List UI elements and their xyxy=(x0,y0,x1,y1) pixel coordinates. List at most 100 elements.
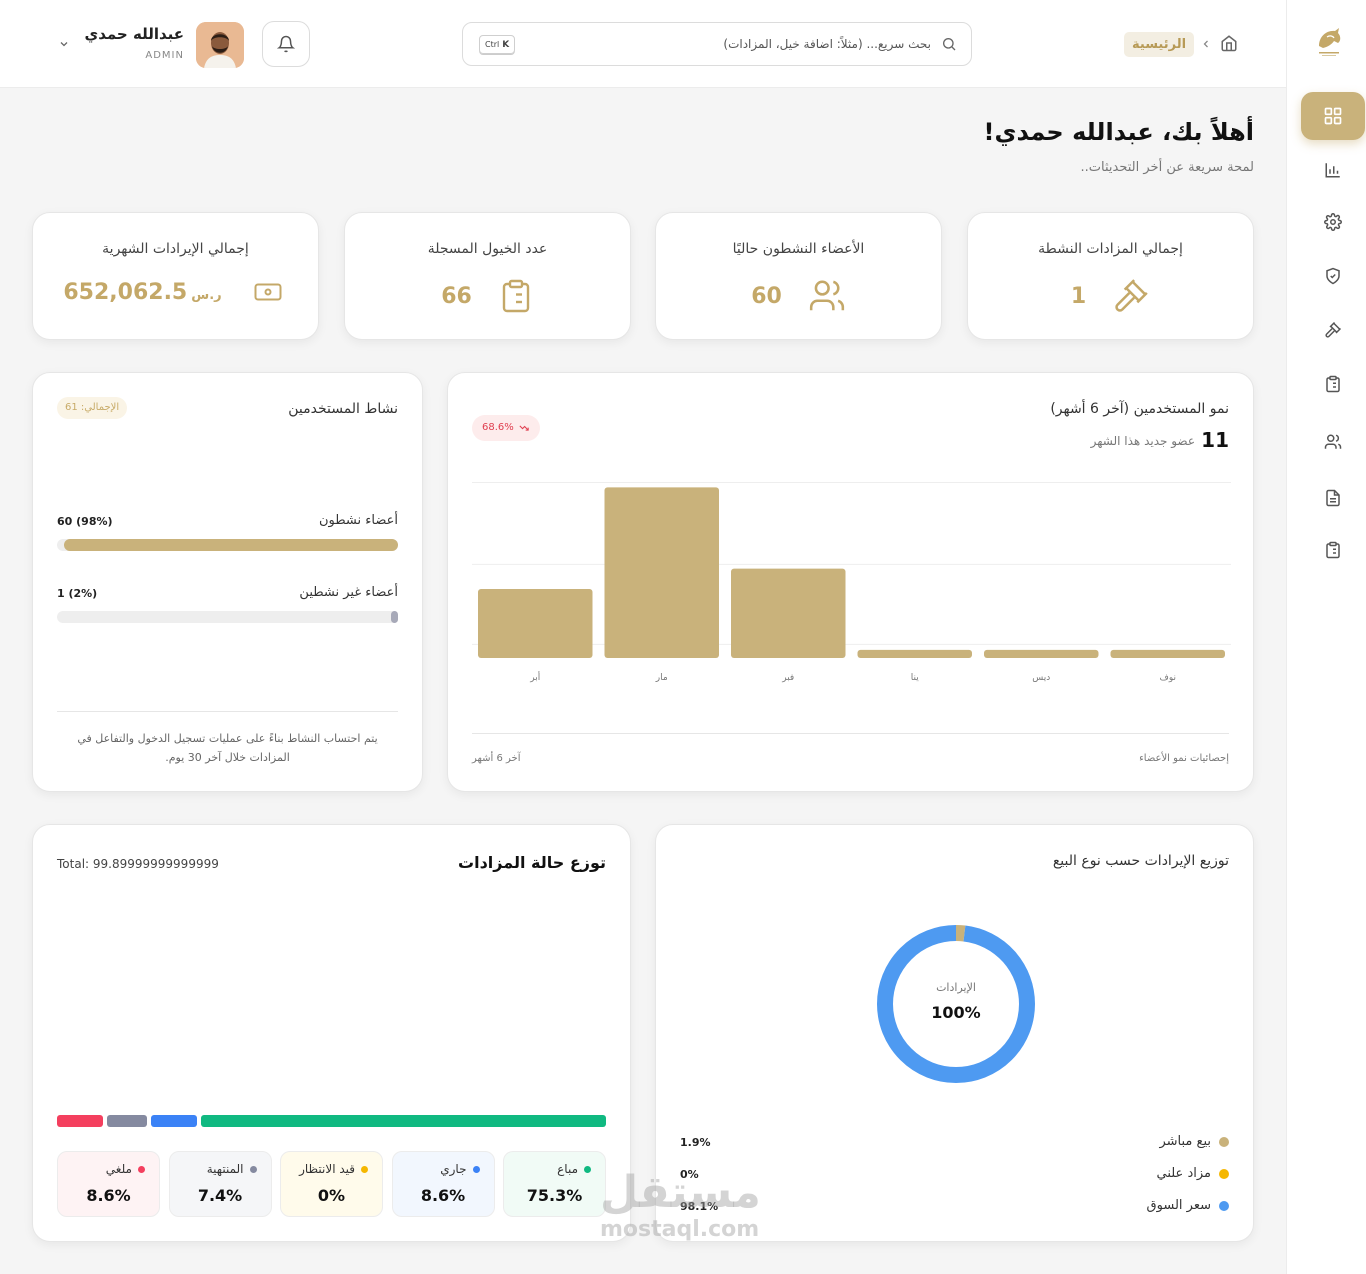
clipboard-list-icon xyxy=(1326,541,1340,559)
sidebar-item-dashboard[interactable] xyxy=(1301,92,1365,140)
horse-logo-icon[interactable] xyxy=(1313,24,1345,60)
users-icon xyxy=(808,277,846,315)
user-name[interactable]: عبدالله حمدي xyxy=(84,25,184,43)
stat-card-active-members: الأعضاء النشطون حاليًا 60 xyxy=(655,212,942,340)
chart-range-label: آخر 6 أشهر xyxy=(472,753,521,764)
trending-down-icon xyxy=(519,425,529,431)
status-segment[interactable] xyxy=(201,1115,606,1127)
sidebar-item-security[interactable] xyxy=(1301,252,1365,300)
chart-bar[interactable] xyxy=(984,649,1099,658)
sidebar-item-horses[interactable] xyxy=(1301,360,1365,408)
user-role: ADMIN xyxy=(145,50,184,61)
banknote-icon xyxy=(248,277,288,307)
chart-bar[interactable] xyxy=(604,487,720,658)
status-box: المنتهية 7.4% xyxy=(168,1151,272,1217)
gear-icon xyxy=(1324,213,1342,231)
stat-value: 60 xyxy=(751,283,782,309)
card-title: نشاط المستخدمين xyxy=(288,401,398,417)
donut-slice[interactable] xyxy=(877,925,1035,1083)
stat-value: 652,062.5 ر.س xyxy=(63,280,221,305)
stat-label: إجمالي الإيرادات الشهرية xyxy=(102,241,249,257)
status-value: 7.4% xyxy=(197,1186,243,1205)
new-members-label: عضو جديد هذا الشهر xyxy=(1090,434,1195,448)
sidebar-item-settings[interactable] xyxy=(1301,198,1365,246)
legend-label-text: بيع مباشر xyxy=(1159,1134,1211,1149)
status-dot-icon xyxy=(361,1165,368,1173)
active-members-bar xyxy=(57,539,398,551)
clipboard-icon xyxy=(498,277,534,315)
chevron-left-icon xyxy=(1200,37,1212,51)
watermark-latin: mostaql.com xyxy=(600,1217,760,1242)
status-dot-icon xyxy=(138,1165,145,1173)
stat-value-number: 652,062.5 xyxy=(63,279,188,305)
active-members-label: أعضاء نشطون xyxy=(319,513,398,528)
status-label-text: ملغي xyxy=(105,1162,132,1176)
growth-bar-chart: نوف ديس ينا فبر مار أبر xyxy=(472,482,1231,683)
chart-bar[interactable] xyxy=(478,588,593,658)
notifications-button[interactable] xyxy=(262,21,310,67)
active-members-value: 60 (98%) xyxy=(57,515,113,528)
sidebar xyxy=(1286,0,1366,1274)
top-header: الرئيسية بحث سريع... (مثلاً: اضافة خيل، … xyxy=(0,0,1286,88)
active-members-fill xyxy=(63,539,398,551)
search-box[interactable]: بحث سريع... (مثلاً: اضافة خيل، المزادات)… xyxy=(462,22,972,66)
status-box: جاري 8.6% xyxy=(391,1151,495,1217)
stat-label: الأعضاء النشطون حاليًا xyxy=(732,241,865,257)
file-text-icon xyxy=(1326,489,1340,507)
status-box: مباع 75.3% xyxy=(503,1151,606,1217)
activity-note: يتم احتساب النشاط بناءً على عمليات تسجيل… xyxy=(77,732,378,764)
legend-value: 0% xyxy=(680,1168,699,1181)
inactive-members-label: أعضاء غير نشطين xyxy=(299,585,398,600)
status-label: المنتهية xyxy=(207,1162,257,1176)
revenue-donut-chart: الإيرادات 100% xyxy=(877,925,1035,1083)
stat-label: عدد الخيول المسجلة xyxy=(427,241,548,257)
status-dot-icon xyxy=(472,1165,480,1173)
status-dot-icon xyxy=(249,1165,257,1173)
avatar[interactable] xyxy=(196,22,244,68)
stat-value: 1 xyxy=(1070,283,1087,309)
trend-badge: 68.6% xyxy=(472,415,540,441)
card-title: نمو المستخدمين (آخر 6 أشهر) xyxy=(1050,401,1229,417)
revenue-distribution-card: توزيع الإيرادات حسب نوع البيع الإيرادات 1… xyxy=(655,824,1254,1242)
status-box: قيد الانتظار 0% xyxy=(280,1151,383,1217)
x-tick-label: أبر xyxy=(529,671,540,683)
clipboard-list-icon xyxy=(1326,375,1340,393)
chart-bar[interactable] xyxy=(857,649,973,658)
x-tick-label: ينا xyxy=(911,673,919,683)
status-dot-icon xyxy=(584,1165,591,1173)
status-label-text: مباع xyxy=(557,1162,578,1176)
status-label-text: جاري xyxy=(440,1162,467,1176)
stat-value: 66 xyxy=(441,283,472,309)
gavel-icon xyxy=(1325,321,1342,338)
new-members-count: 11 xyxy=(1201,428,1229,452)
sidebar-item-auctions[interactable] xyxy=(1301,306,1365,354)
home-icon[interactable] xyxy=(1220,34,1238,52)
sidebar-item-records[interactable] xyxy=(1301,526,1365,574)
status-label-text: المنتهية xyxy=(206,1162,244,1176)
x-tick-label: مار xyxy=(655,673,668,683)
sidebar-item-users[interactable] xyxy=(1301,418,1365,466)
stat-card-registered-horses: عدد الخيول المسجلة 66 xyxy=(344,212,631,340)
total-badge: الإجمالي: 61 xyxy=(57,397,128,419)
status-segment[interactable] xyxy=(57,1115,104,1127)
breadcrumb-current[interactable]: الرئيسية xyxy=(1124,32,1195,57)
sidebar-item-reports[interactable] xyxy=(1301,146,1365,194)
status-segment[interactable] xyxy=(151,1115,198,1127)
currency-label: ر.س xyxy=(191,287,222,303)
legend-item: مزاد علني 0% xyxy=(680,1166,1229,1184)
search-icon xyxy=(941,36,957,52)
chart-bar[interactable] xyxy=(731,568,846,658)
search-input[interactable]: بحث سريع... (مثلاً: اضافة خيل، المزادات) xyxy=(723,37,931,51)
legend-label-text: سعر السوق xyxy=(1146,1198,1211,1213)
legend-dot-icon xyxy=(1219,1168,1229,1179)
sidebar-item-documents[interactable] xyxy=(1301,474,1365,522)
watermark-arabic: مستقل xyxy=(600,1167,761,1218)
chart-bar[interactable] xyxy=(1110,649,1226,658)
users-icon xyxy=(1324,434,1342,449)
status-box: ملغي 8.6% xyxy=(57,1151,160,1217)
auctions-total: Total: 99.89999999999999 xyxy=(57,857,219,871)
donut-center-value: 100% xyxy=(931,1003,980,1022)
status-value: 75.3% xyxy=(526,1186,583,1205)
status-segment[interactable] xyxy=(107,1115,148,1127)
chevron-down-icon[interactable] xyxy=(56,38,72,50)
